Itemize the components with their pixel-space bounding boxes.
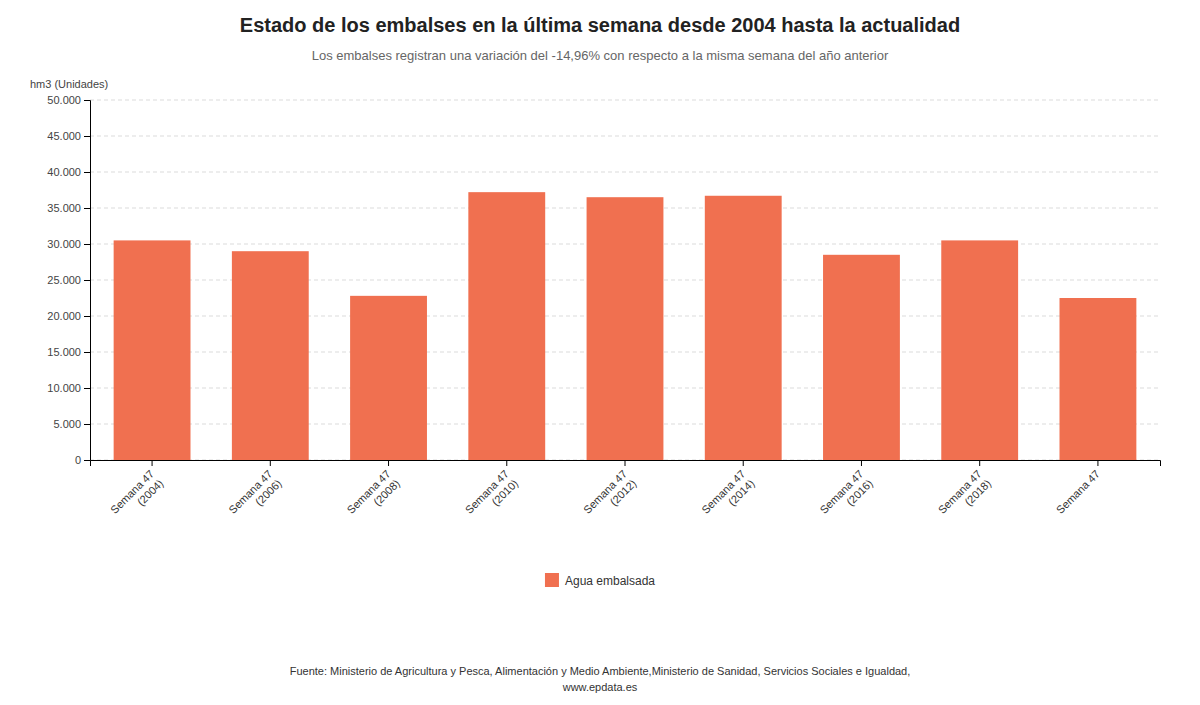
y-tick: 20.000 (47, 310, 90, 322)
y-tick-mark (84, 136, 90, 137)
y-tick-label: 30.000 (47, 238, 81, 250)
y-tick: 10.000 (47, 382, 90, 394)
y-tick: 35.000 (47, 202, 90, 214)
x-tick: Semana 47(2012) (581, 460, 639, 525)
x-tick: Semana 47(2006) (226, 460, 284, 525)
y-tick: 50.000 (47, 94, 90, 106)
grid-line (90, 100, 1160, 101)
y-tick-label: 25.000 (47, 274, 81, 286)
y-axis: 0 5.000 10.000 15.000 20.000 25.000 30.000 35.0… (47, 94, 90, 466)
x-tick-label: Semana 47(2014) (699, 468, 757, 526)
x-tick-label: Semana 47(2012) (581, 468, 639, 526)
y-tick-label: 10.000 (47, 382, 81, 394)
y-tick-mark (84, 172, 90, 173)
x-tick-label: Semana 47(2006) (226, 468, 284, 526)
x-tick-label: Semana 47(2016) (817, 468, 875, 526)
title: Estado de los embalses en la última sema… (240, 14, 960, 36)
grid-line (90, 136, 1160, 137)
x-tick: Semana 47(2008) (344, 460, 402, 525)
bar (114, 240, 191, 460)
y-tick-mark (84, 244, 90, 245)
legend-label: Agua embalsada (565, 574, 655, 588)
y-tick: 25.000 (47, 274, 90, 286)
x-tick-mark (388, 460, 389, 466)
y-tick-label: 40.000 (47, 166, 81, 178)
x-axis: Semana 47(2004) Semana 47(2006) Semana 47(… (91, 460, 1161, 525)
bar (468, 192, 545, 460)
x-tick-mark (861, 460, 862, 466)
y-tick: 40.000 (47, 166, 90, 178)
y-axis-title: hm3 (Unidades) (30, 78, 108, 90)
y-tick-mark (84, 460, 90, 461)
y-tick-label: 35.000 (47, 202, 81, 214)
x-tick-label: Semana 47(2008) (344, 468, 402, 526)
y-tick-mark (84, 208, 90, 209)
bar (1060, 298, 1137, 460)
x-tick: Semana 47 (1054, 460, 1102, 516)
y-tick-label: 5.000 (53, 418, 81, 430)
y-tick: 5.000 (53, 418, 90, 430)
y-tick-mark (84, 388, 90, 389)
x-tick: Semana 47(2010) (463, 460, 521, 525)
bar (705, 196, 782, 460)
bar (232, 251, 309, 460)
x-tick: Semana 47(2014) (699, 460, 757, 525)
x-tick-mark (270, 460, 271, 466)
y-tick-mark (84, 280, 90, 281)
x-tick-label: Semana 47(2010) (463, 468, 521, 526)
subtitle: Los embalses registran una variación del… (312, 48, 889, 63)
y-tick: 0 (75, 454, 90, 466)
x-tick: Semana 47(2018) (936, 460, 994, 525)
y-tick-mark (84, 352, 90, 353)
bar (823, 255, 900, 460)
y-tick-mark (84, 100, 90, 101)
bar (350, 296, 427, 460)
bar (941, 240, 1018, 460)
y-tick-label: 0 (75, 454, 81, 466)
x-tick-mark (506, 460, 507, 466)
y-tick-label: 15.000 (47, 346, 81, 358)
x-tick-label: Semana 47 (1054, 468, 1102, 516)
x-tick: Semana 47(2016) (817, 460, 875, 525)
y-tick-mark (84, 424, 90, 425)
legend: Agua embalsada (545, 573, 655, 588)
y-tick-mark (84, 316, 90, 317)
x-tick-mark (625, 460, 626, 466)
plot: 0 5.000 10.000 15.000 20.000 25.000 30.000 35.0… (47, 94, 1160, 525)
x-tick-label: Semana 47(2018) (936, 468, 994, 526)
y-tick-label: 50.000 (47, 94, 81, 106)
y-tick: 15.000 (47, 346, 90, 358)
x-tick: Semana 47(2004) (108, 460, 166, 525)
x-tick-label: Semana 47(2004) (108, 468, 166, 526)
y-tick-label: 20.000 (47, 310, 81, 322)
y-tick-label: 45.000 (47, 130, 81, 142)
y-tick: 30.000 (47, 238, 90, 250)
bars (114, 192, 1137, 460)
x-axis-line (91, 461, 1161, 467)
y-axis-line (84, 101, 91, 461)
x-tick-mark (743, 460, 744, 466)
grid (90, 100, 1160, 460)
y-tick: 45.000 (47, 130, 90, 142)
x-tick-mark (1097, 460, 1098, 466)
legend-swatch (545, 573, 559, 587)
grid-line (90, 172, 1160, 173)
source: www.epdata.es (562, 681, 638, 693)
source: Fuente: Ministerio de Agricultura y Pesc… (290, 665, 911, 677)
x-tick-mark (979, 460, 980, 466)
chart: Estado de los embalses en la última sema… (0, 0, 1200, 705)
bar (587, 197, 664, 460)
x-tick-mark (152, 460, 153, 466)
